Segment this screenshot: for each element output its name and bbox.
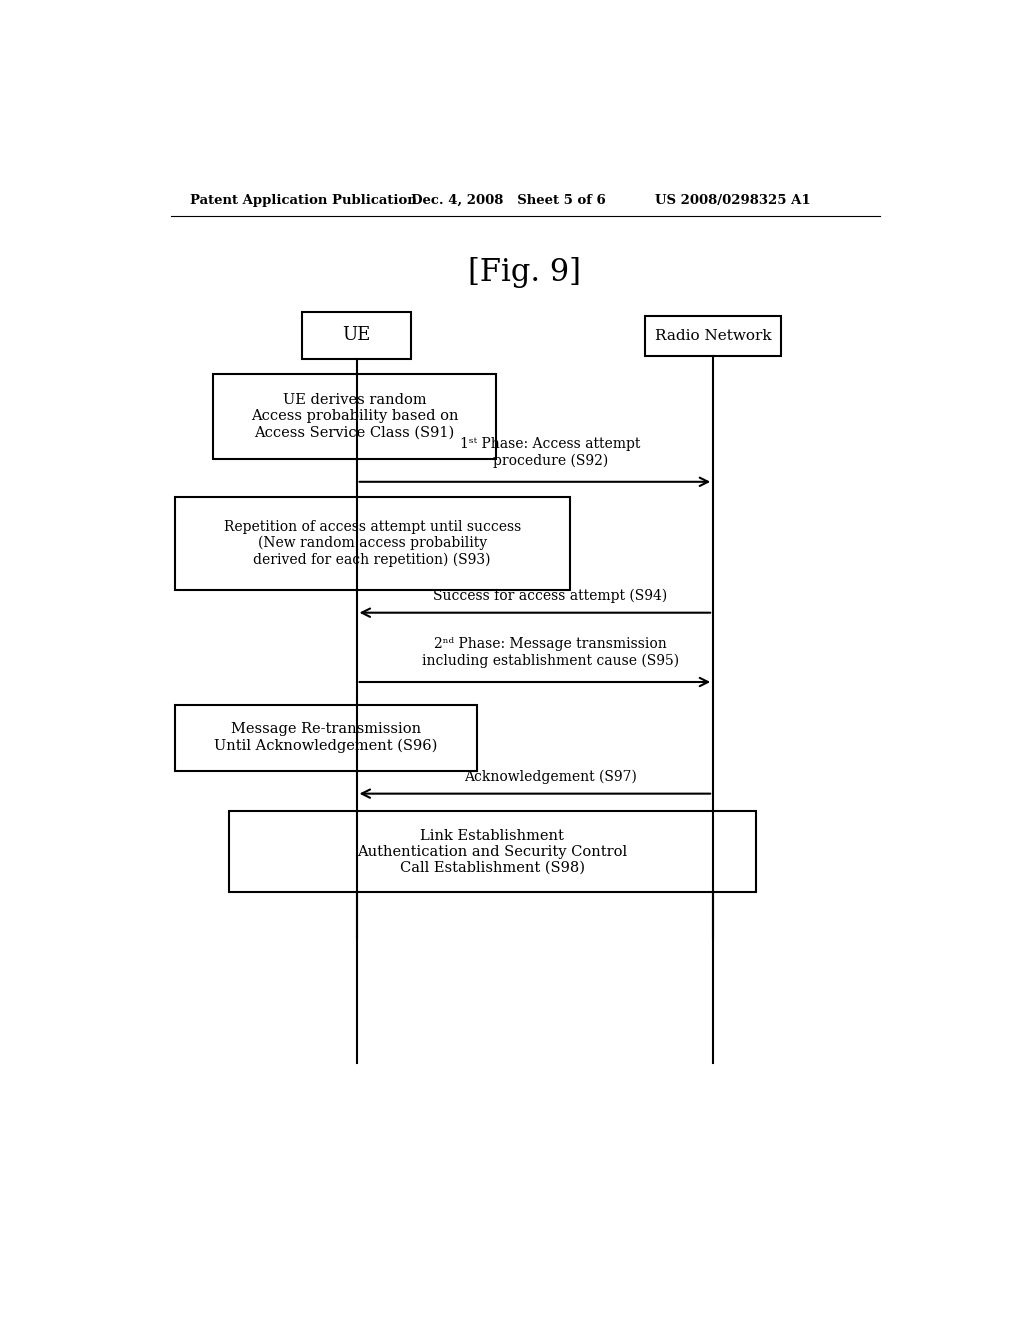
Text: Acknowledgement (S97): Acknowledgement (S97) [464, 770, 637, 784]
Text: Message Re-transmission
Until Acknowledgement (S96): Message Re-transmission Until Acknowledg… [214, 722, 437, 754]
Bar [302, 313, 411, 359]
Bar [645, 317, 781, 356]
Text: UE derives random
Access probability based on
Access Service Class (S91): UE derives random Access probability bas… [251, 393, 459, 440]
Text: UE: UE [342, 326, 371, 345]
Text: US 2008/0298325 A1: US 2008/0298325 A1 [655, 194, 811, 207]
Bar [174, 498, 569, 590]
Text: Patent Application Publication: Patent Application Publication [190, 194, 417, 207]
Text: Repetition of access attempt until success
(New random access probability
derive: Repetition of access attempt until succe… [223, 520, 521, 568]
Text: [Fig. 9]: [Fig. 9] [468, 257, 582, 288]
Text: 2ⁿᵈ Phase: Message transmission
including establishment cause (S95): 2ⁿᵈ Phase: Message transmission includin… [422, 638, 679, 668]
Text: Dec. 4, 2008   Sheet 5 of 6: Dec. 4, 2008 Sheet 5 of 6 [411, 194, 605, 207]
Text: Link Establishment
Authentication and Security Control
Call Establishment (S98): Link Establishment Authentication and Se… [357, 829, 628, 875]
Text: Success for access attempt (S94): Success for access attempt (S94) [433, 589, 668, 603]
Bar [213, 374, 496, 459]
Text: 1ˢᵗ Phase: Access attempt
procedure (S92): 1ˢᵗ Phase: Access attempt procedure (S92… [460, 437, 641, 467]
Text: Radio Network: Radio Network [654, 329, 771, 343]
Bar [174, 705, 477, 771]
Bar [228, 812, 756, 892]
